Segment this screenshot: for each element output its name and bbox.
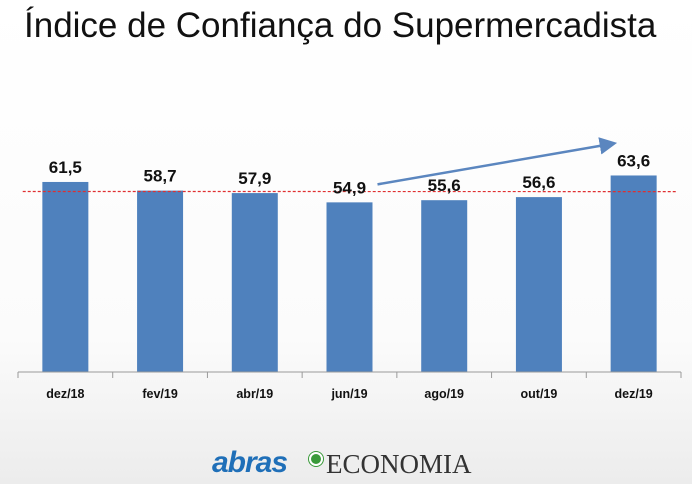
bar-ago-19 xyxy=(421,200,468,372)
data-label: 54,9 xyxy=(333,178,366,197)
x-tick-label: abr/19 xyxy=(236,387,273,401)
x-tick-label: ago/19 xyxy=(424,387,464,401)
data-label: 57,9 xyxy=(238,169,271,188)
x-tick-label: jun/19 xyxy=(330,387,367,401)
x-tick-label: dez/19 xyxy=(615,387,653,401)
x-tick-label: dez/18 xyxy=(46,387,84,401)
chart-title: Índice de Confiança do Supermercadista xyxy=(24,6,657,45)
x-tick-label: fev/19 xyxy=(142,387,177,401)
trend-arrow xyxy=(377,137,618,186)
bar-out-19 xyxy=(515,197,562,372)
x-tick-label: out/19 xyxy=(521,387,558,401)
data-label: 63,6 xyxy=(617,151,650,170)
bar-jun-19 xyxy=(326,202,373,372)
data-label: 55,6 xyxy=(428,176,461,195)
x-axis: dez/18 fev/19 abr/19 jun/19 ago/19 out/19 dez/… xyxy=(17,371,682,401)
bar-chart: dez/18 fev/19 abr/19 jun/19 ago/19 out/19 dez/… xyxy=(17,137,682,401)
data-label: 56,6 xyxy=(522,173,555,192)
bar-abr-19 xyxy=(231,193,278,372)
bar-dez-19 xyxy=(610,175,657,372)
bars-group xyxy=(42,175,657,372)
overlay-group xyxy=(22,137,677,193)
labels-group: 61,5 58,7 57,9 54,9 55,6 56,6 63,6 xyxy=(49,151,650,197)
data-label: 58,7 xyxy=(144,167,177,186)
bar-fev-19 xyxy=(137,190,184,372)
brand-mark-icon xyxy=(309,452,323,466)
bar-dez-18 xyxy=(42,181,89,372)
footer-section-label: ECONOMIA xyxy=(326,449,472,479)
brand-logo-text: abras xyxy=(212,446,288,479)
data-label: 61,5 xyxy=(49,158,82,177)
